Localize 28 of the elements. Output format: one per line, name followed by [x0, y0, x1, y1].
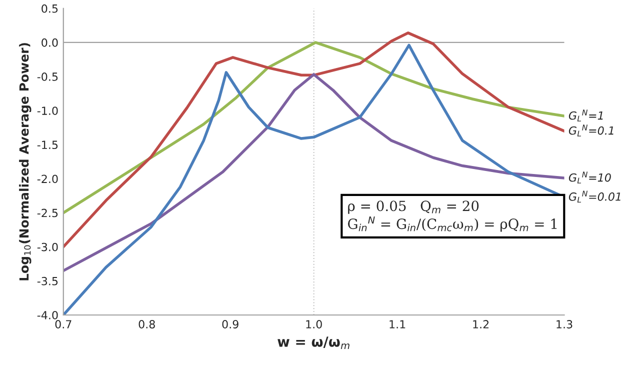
- y-axis-title: Log$_{10}$(Normalized Average Power): [19, 43, 32, 280]
- line-series: [63, 73, 564, 272]
- y-tick-label: -0.5: [37, 72, 58, 81]
- x-tick-label: 1.3: [556, 320, 572, 328]
- x-axis-title: w = ω/ω$_{m}$: [278, 336, 350, 349]
- y-tick-label: -3.5: [37, 276, 58, 286]
- y-tick-label: -1.0: [37, 106, 58, 115]
- text: G$_{in}$$^{N}$ = G$_{in}$/(C$_{mc}$ω$_{m}$) = ρQ$_{m}$ = 1: [348, 216, 557, 232]
- y-tick-label: -1.5: [37, 140, 58, 150]
- series-label: G$_{L}$$^{N}$=0.1: [568, 124, 614, 136]
- line-series: [63, 32, 564, 248]
- annotation: ρ = 0.05 Q$_{m}$ = 20: [348, 200, 479, 214]
- y-tick-label: 0.5: [42, 4, 58, 13]
- x-tick-label: 0.9: [222, 320, 238, 328]
- x-tick-label: 1.1: [390, 320, 406, 328]
- y-tick-label: -2.0: [37, 174, 58, 184]
- x-tick-label: 1.2: [473, 320, 489, 328]
- y-tick-label: 0.0: [42, 38, 58, 47]
- y-tick-label: -4.0: [37, 310, 58, 320]
- y-tick-label: -3.0: [37, 242, 58, 252]
- series-label: G$_{L}$$^{N}$=1: [568, 110, 603, 122]
- series-label: G$_{L}$$^{N}$=0.01: [568, 190, 620, 203]
- x-tick-label: 0.7: [55, 320, 72, 328]
- x-tick-label: 0.8: [138, 320, 155, 328]
- line-series: [63, 41, 564, 214]
- y-tick-label: -2.5: [37, 208, 58, 218]
- series-label: G$_{L}$$^{N}$=10: [568, 172, 611, 184]
- x-tick-label: 1.0: [306, 320, 322, 328]
